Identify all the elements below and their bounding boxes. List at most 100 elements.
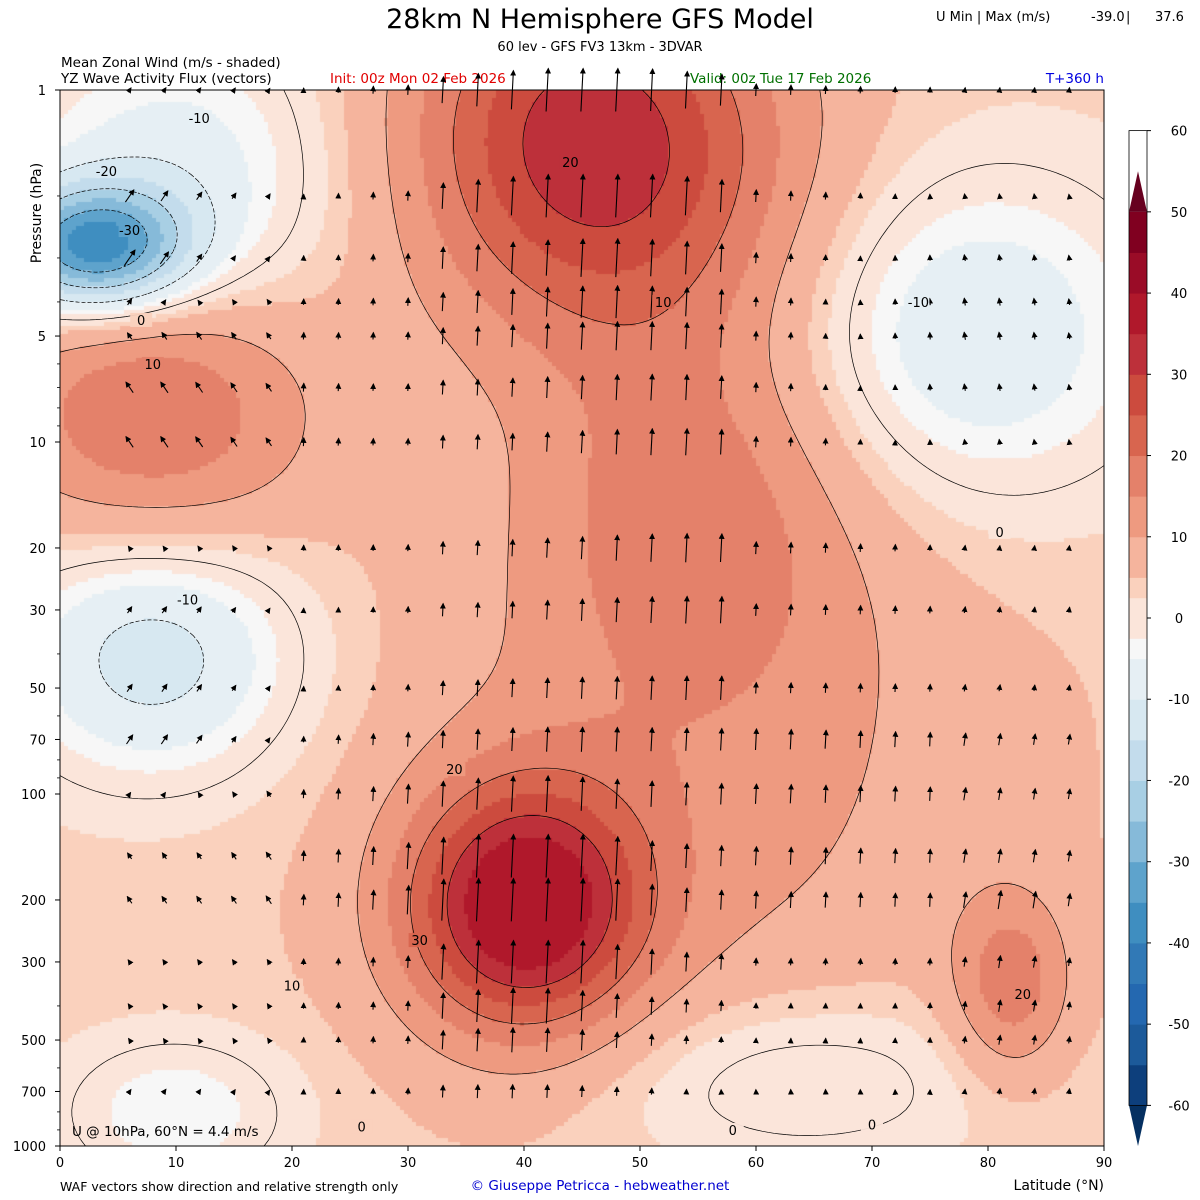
waf-vector — [996, 297, 1003, 306]
waf-vector — [718, 243, 725, 272]
waf-vector — [440, 836, 447, 875]
waf-vector — [405, 884, 412, 915]
waf-vector — [996, 253, 1003, 262]
colorbar-tick-label: 30 — [1171, 368, 1188, 383]
waf-vector — [683, 532, 690, 563]
waf-vector — [126, 734, 134, 745]
waf-vector — [265, 382, 272, 392]
waf-vector — [961, 1035, 968, 1044]
y-tick-label: 20 — [29, 542, 46, 557]
waf-vector — [230, 684, 237, 692]
waf-vector — [1065, 684, 1072, 691]
colorbar-segment — [1129, 252, 1147, 294]
waf-vector — [160, 381, 169, 394]
waf-vector — [753, 251, 760, 264]
waf-vector — [440, 878, 447, 921]
contour-label-bg — [176, 592, 199, 607]
waf-vector — [127, 959, 134, 966]
waf-vector — [232, 298, 238, 306]
waf-vector — [683, 595, 690, 624]
waf-vector — [857, 847, 864, 864]
waf-vector — [1066, 892, 1073, 907]
init-time: Init: 00z Mon 02 Feb 2026 — [330, 71, 506, 87]
waf-vector — [230, 382, 238, 393]
waf-vector — [127, 545, 134, 553]
waf-vector — [649, 238, 656, 277]
x-tick-label: 90 — [1096, 1156, 1113, 1171]
waf-vector — [1066, 438, 1073, 446]
waf-vector — [579, 726, 586, 752]
contour-label-bg — [130, 312, 153, 327]
waf-vector — [579, 598, 586, 621]
colorbar-segment — [1129, 699, 1147, 741]
waf-vector — [231, 851, 238, 860]
waf-vector — [683, 240, 690, 275]
footer-note: WAF vectors show direction and relative … — [60, 1179, 399, 1194]
waf-vector — [649, 427, 656, 456]
waf-vector — [927, 731, 934, 747]
waf-vector — [474, 601, 481, 618]
waf-vector — [440, 291, 447, 312]
waf-vector — [962, 297, 968, 306]
waf-vector — [822, 846, 829, 865]
colorbar-segment — [1129, 780, 1147, 822]
colorbar-segment — [1129, 1105, 1147, 1146]
waf-vector — [509, 726, 516, 752]
waf-vector — [962, 848, 969, 863]
waf-vector — [648, 948, 655, 975]
waf-vector — [196, 253, 203, 262]
waf-vector — [474, 679, 481, 697]
waf-vector — [405, 841, 412, 870]
waf-vector — [474, 325, 481, 346]
waf-vector — [510, 877, 517, 922]
waf-vector — [1031, 254, 1038, 261]
waf-vector — [264, 607, 271, 615]
waf-vector — [230, 735, 237, 743]
waf-vector — [123, 249, 136, 267]
y-axis: 1 5 10 20 30 50 70 100 200 300 500 700 1000 — [13, 84, 60, 1155]
waf-vector — [162, 545, 169, 553]
waf-vector — [195, 381, 204, 393]
waf-vector — [579, 676, 586, 699]
waf-vector — [509, 323, 516, 348]
contour-label: 0 — [729, 1124, 737, 1139]
waf-vector — [648, 726, 655, 752]
waf-vector — [753, 188, 760, 203]
waf-vector — [474, 728, 481, 750]
waf-vector — [892, 785, 899, 802]
waf-vector — [996, 732, 1003, 746]
waf-vector — [405, 955, 412, 968]
waf-vector — [1066, 193, 1073, 200]
x-tick-label: 50 — [632, 1156, 649, 1171]
waf-vector — [1031, 438, 1038, 446]
x-tick-label: 40 — [516, 1156, 533, 1171]
contour-lines — [59, 89, 1105, 1147]
waf-vector — [544, 1027, 551, 1052]
colorbar-tick-label: 20 — [1171, 450, 1188, 465]
contour-label-bg — [408, 933, 431, 948]
waf-vector — [997, 193, 1004, 200]
waf-vector — [718, 428, 725, 455]
waf-vector — [683, 951, 690, 972]
waf-vector — [962, 786, 968, 801]
waf-vector — [474, 539, 481, 556]
waf-vector — [545, 877, 552, 922]
colorbar-segment — [1129, 496, 1147, 538]
x-tick-label: 20 — [284, 1156, 301, 1171]
contour-line--10 — [59, 156, 216, 705]
waf-vector — [197, 299, 204, 307]
waf-vector — [614, 993, 621, 1018]
waf-vector — [614, 675, 621, 700]
contour-label: 20 — [1015, 988, 1032, 1003]
contour-label-bg — [141, 356, 164, 371]
waf-vector — [579, 321, 586, 350]
waf-vector — [474, 433, 481, 450]
waf-vector — [128, 1037, 134, 1045]
waf-vector — [197, 958, 204, 966]
waf-vector — [1031, 383, 1038, 391]
waf-vector — [370, 785, 377, 802]
footer-credit[interactable]: © Giuseppe Petricca - hebweather.net — [470, 1178, 730, 1194]
waf-vector — [509, 377, 516, 397]
waf-vector — [962, 253, 969, 262]
waf-vector — [544, 375, 551, 399]
